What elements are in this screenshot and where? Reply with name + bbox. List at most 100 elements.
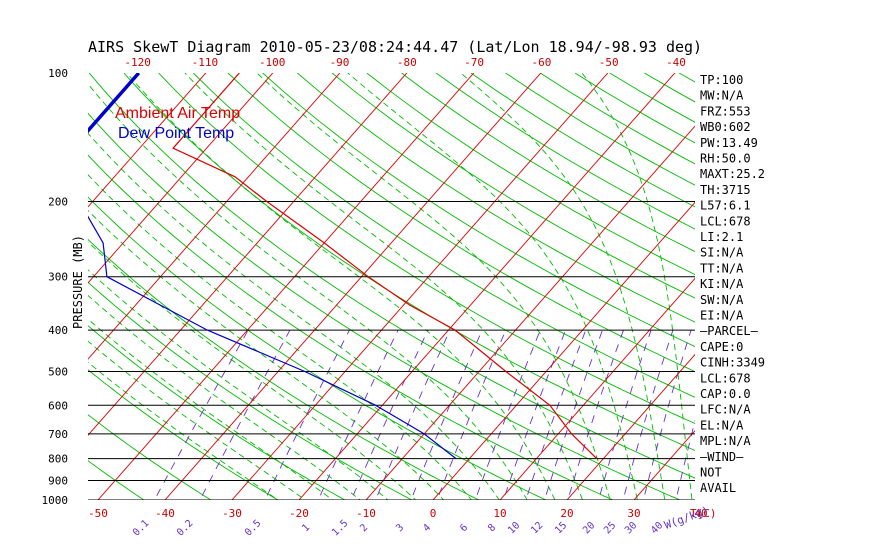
chart-series xyxy=(88,73,598,460)
mixing-ratio-tick-label: 15 xyxy=(553,520,569,536)
dry-adiabat xyxy=(88,154,615,500)
stat-item: TT:N/A xyxy=(700,261,744,275)
pressure-tick-label: 200 xyxy=(48,196,68,209)
stat-item: RH:50.0 xyxy=(700,152,751,166)
isotherm xyxy=(827,63,870,509)
pressure-tick-label: 1000 xyxy=(42,494,69,507)
dry-adiabat xyxy=(262,73,695,348)
moist-adiabat xyxy=(347,73,638,500)
mixing-ratio-tick-label: 20 xyxy=(581,520,597,536)
dry-adiabat xyxy=(88,325,346,500)
bottom-temp-tick-label: 20 xyxy=(560,507,573,520)
moist-adiabat xyxy=(256,73,611,500)
mixing-ratio-line xyxy=(317,329,399,500)
stat-item: KI:N/A xyxy=(700,277,744,291)
mixing-ratio-line xyxy=(350,329,429,500)
isotherm xyxy=(633,430,695,500)
stat-item: LCL:678 xyxy=(700,214,751,228)
isotherm xyxy=(432,201,695,500)
isotherm xyxy=(0,63,13,509)
stat-item: MW:N/A xyxy=(700,89,744,103)
stat-item: –WIND– xyxy=(700,450,744,464)
mixing-ratio-tick-label: 1.5 xyxy=(330,518,351,539)
mixing-ratio-line xyxy=(567,329,624,500)
pressure-tick-label: 600 xyxy=(48,399,68,412)
mixing-ratio-tick-label: 30 xyxy=(623,520,639,536)
moist-adiabat xyxy=(88,294,361,500)
mixing-ratio-line xyxy=(598,329,652,500)
stat-item: TP:100 xyxy=(700,73,743,87)
chart-grid xyxy=(0,63,870,509)
bottom-temp-tick-label: -20 xyxy=(289,507,309,520)
top-temp-tick-label: -60 xyxy=(531,56,551,69)
mixing-ratio-line xyxy=(264,329,350,500)
legend-dew-point-temp: Dew Point Temp xyxy=(118,125,234,142)
temp-unit-label: T(C) xyxy=(690,507,717,520)
mixing-ratio-unit-label: W(g/kg) xyxy=(663,504,711,532)
stat-item: SW:N/A xyxy=(700,293,744,307)
stat-item: PW:13.49 xyxy=(700,136,758,150)
mixing-ratio-line xyxy=(642,329,692,500)
stat-item: MPL:N/A xyxy=(700,434,751,448)
isotherm xyxy=(365,125,695,500)
bottom-temp-tick-label: -10 xyxy=(356,507,376,520)
mixing-ratio-line xyxy=(375,329,451,500)
moist-adiabat xyxy=(88,241,417,500)
mixing-ratio-line xyxy=(410,329,483,500)
isotherm xyxy=(760,63,870,509)
moist-adiabat xyxy=(184,73,583,500)
stat-item: AVAIL xyxy=(700,481,736,495)
dry-adiabat xyxy=(749,73,870,509)
stat-item: NOT xyxy=(700,466,722,480)
stat-item: TH:3715 xyxy=(700,183,751,197)
isotherm xyxy=(88,73,274,284)
dry-adiabat xyxy=(470,73,695,208)
mixing-ratio-line xyxy=(544,329,603,500)
top-temp-tick-label: -40 xyxy=(666,56,686,69)
pressure-tick-label: 300 xyxy=(48,271,68,284)
dry-adiabat xyxy=(88,281,413,500)
dry-adiabat xyxy=(331,73,695,299)
stat-item: MAXT:25.2 xyxy=(700,167,765,181)
mixing-ratio-line xyxy=(199,329,291,500)
top-temp-tick-label: -100 xyxy=(259,56,286,69)
moist-adiabat xyxy=(88,83,528,500)
moist-adiabat xyxy=(88,318,334,500)
isotherm xyxy=(164,73,542,500)
moist-adiabat xyxy=(126,73,556,500)
dry-adiabat xyxy=(227,73,695,373)
dew-point-temp-line xyxy=(88,73,457,460)
mixing-ratio-tick-label: 4 xyxy=(421,522,433,534)
isotherm xyxy=(499,277,695,500)
bottom-temp-tick-label: 10 xyxy=(493,507,506,520)
ambient-air-temp-line xyxy=(172,73,598,460)
isotherm xyxy=(97,73,475,500)
bottom-temp-tick-label: -40 xyxy=(155,507,175,520)
stat-item: LI:2.1 xyxy=(700,230,743,244)
isotherm xyxy=(88,73,408,436)
top-temp-tick-label: -80 xyxy=(397,56,417,69)
dry-adiabat xyxy=(401,73,695,253)
mixing-ratio-tick-label: 2 xyxy=(358,522,370,534)
dry-adiabat xyxy=(88,112,682,500)
dry-adiabat xyxy=(88,460,145,500)
chart-title: AIRS SkewT Diagram 2010-05-23/08:24:44.4… xyxy=(88,38,702,56)
dew-point-top-segment xyxy=(88,73,141,134)
dry-adiabat xyxy=(88,414,212,500)
stat-item: WB0:602 xyxy=(700,120,751,134)
chart-legend: Ambient Air Temp Dew Point Temp xyxy=(115,105,240,142)
isotherm xyxy=(0,63,80,509)
mixing-ratio-line xyxy=(502,329,567,500)
bottom-temp-tick-label: 40 xyxy=(694,507,707,520)
dry-adiabat xyxy=(192,73,695,398)
stat-item: CAPE:0 xyxy=(700,340,743,354)
top-temp-tick-label: -110 xyxy=(192,56,219,69)
mixing-ratio-line xyxy=(153,329,249,500)
isotherm xyxy=(231,73,609,500)
mixing-ratio-tick-label: 12 xyxy=(529,520,545,536)
top-temp-tick-label: -120 xyxy=(124,56,151,69)
mixing-ratio-line xyxy=(436,329,507,500)
stat-item: LFC:N/A xyxy=(700,403,751,417)
bottom-temp-tick-label: -30 xyxy=(222,507,242,520)
